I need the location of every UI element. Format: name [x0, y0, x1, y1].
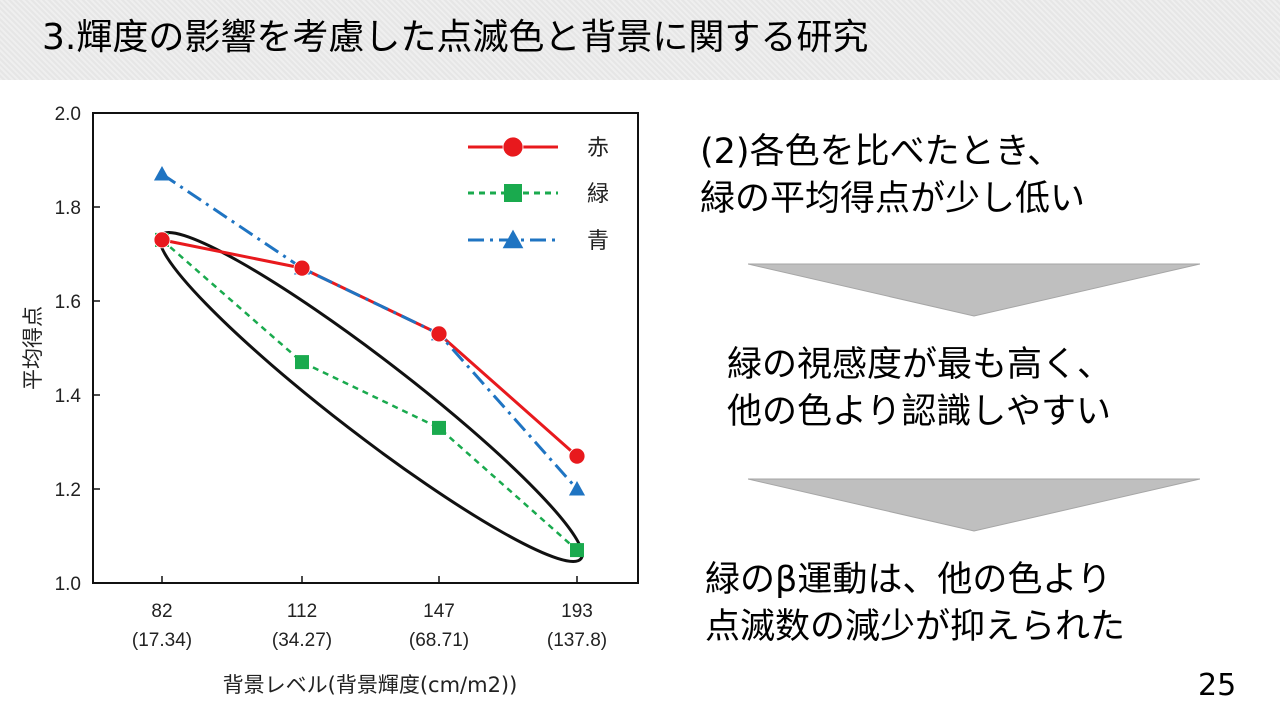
y-tick-label: 1.2 — [55, 480, 81, 501]
down-arrow-icon — [748, 478, 1200, 532]
x-tick-sublabel: (17.34) — [132, 630, 192, 651]
page-number: 25 — [1198, 668, 1237, 703]
series-line-blue — [161, 172, 579, 490]
plot-frame — [92, 112, 639, 584]
note-block-3: 緑のβ運動は、他の色より 点滅数の減少が抑えられた — [705, 557, 1125, 651]
data-point — [432, 420, 446, 435]
note-line: (2)各色を比べたとき、 — [700, 132, 1063, 172]
y-tick-label: 1.8 — [55, 198, 81, 219]
x-tick-sublabel: (137.8) — [547, 630, 607, 651]
legend-label: 赤 — [587, 136, 609, 161]
data-point — [153, 231, 171, 249]
note-line: 緑の平均得点が少し低い — [700, 179, 1086, 219]
x-axis-title: 背景レベル(背景輝度(cm/m2)) — [223, 673, 518, 697]
x-tick-label: 193 — [561, 601, 593, 622]
y-tick-label: 1.0 — [55, 574, 81, 595]
data-point — [430, 325, 448, 343]
x-tick-label: 147 — [423, 601, 455, 622]
slide-title: 3.輝度の影響を考慮した点滅色と背景に関する研究 — [42, 17, 869, 58]
data-point — [153, 166, 171, 181]
legend-label: 青 — [587, 229, 609, 254]
x-tick-sublabel: (34.27) — [272, 630, 332, 651]
title-bar: 3.輝度の影響を考慮した点滅色と背景に関する研究 — [0, 0, 1280, 80]
series-line-red — [161, 238, 578, 458]
series-line-green — [161, 238, 578, 552]
data-point — [293, 259, 311, 277]
note-block-1: (2)各色を比べたとき、 緑の平均得点が少し低い — [700, 129, 1085, 223]
data-point — [570, 543, 584, 558]
y-axis-title: 平均得点 — [21, 306, 45, 390]
line-chart: 1.0 1.2 1.4 1.6 1.8 2.0 82 (17.34) 112 (34.27) 147… — [21, 104, 639, 697]
note-line: 他の色より認識しやすい — [727, 392, 1111, 432]
legend-marker — [502, 136, 524, 158]
note-block-2: 緑の視感度が最も高く、 他の色より認識しやすい — [727, 342, 1112, 436]
highlight-ellipse — [158, 231, 584, 563]
down-arrow-icon — [748, 263, 1200, 317]
legend-marker — [504, 184, 522, 202]
legend-label: 緑 — [587, 182, 609, 207]
note-line: 緑の視感度が最も高く、 — [727, 345, 1113, 385]
x-tick-label: 112 — [287, 601, 317, 622]
y-tick-label: 1.6 — [55, 292, 81, 313]
x-tick-sublabel: (68.71) — [409, 630, 469, 651]
data-point — [568, 480, 586, 496]
x-tick-label: 82 — [151, 601, 172, 622]
data-point — [568, 447, 586, 465]
legend-marker — [502, 229, 524, 249]
y-tick-label: 1.4 — [55, 386, 82, 407]
data-point — [295, 355, 309, 370]
y-tick-label: 2.0 — [55, 104, 81, 125]
note-line: 緑のβ運動は、他の色より — [705, 560, 1112, 600]
note-line: 点滅数の減少が抑えられた — [705, 607, 1126, 647]
